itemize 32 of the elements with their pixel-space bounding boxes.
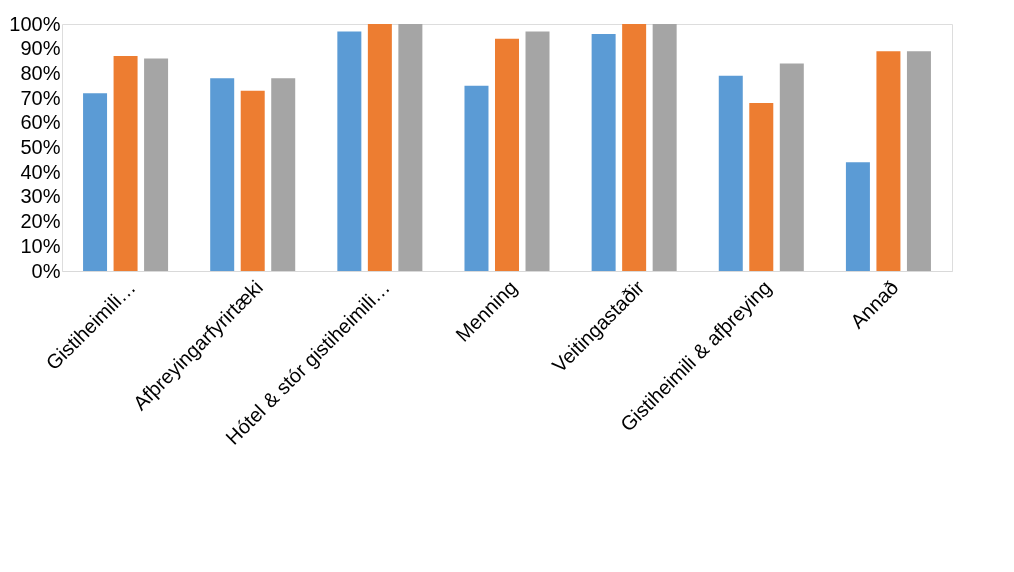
bar — [144, 58, 169, 271]
y-tick-label: 100% — [9, 12, 61, 35]
bar — [845, 162, 870, 271]
bar — [464, 85, 489, 271]
bar — [876, 51, 901, 271]
y-tick-label: 70% — [20, 86, 61, 109]
y-tick-label: 10% — [20, 234, 61, 257]
y-tick-label: 0% — [31, 259, 61, 282]
bar — [113, 56, 138, 271]
y-tick-label: 50% — [20, 136, 61, 158]
bar — [495, 38, 519, 271]
bar — [749, 103, 774, 271]
bar — [83, 93, 108, 271]
bar — [525, 31, 550, 271]
bar — [271, 78, 296, 271]
bar — [906, 51, 931, 271]
bar — [718, 75, 743, 271]
y-tick-label: 80% — [20, 61, 61, 84]
bar — [210, 78, 235, 271]
y-tick-label: 40% — [20, 160, 61, 183]
bar — [398, 24, 423, 271]
bar — [652, 24, 677, 271]
y-tick-label: 60% — [20, 111, 61, 134]
bar — [622, 24, 647, 271]
bar — [367, 24, 392, 271]
y-tick-label: 20% — [20, 210, 61, 233]
bar — [240, 90, 265, 271]
y-tick-label: 90% — [20, 37, 61, 60]
y-tick-label: 30% — [20, 185, 61, 208]
bar — [779, 63, 804, 271]
bar — [591, 33, 616, 271]
bar — [337, 31, 362, 271]
